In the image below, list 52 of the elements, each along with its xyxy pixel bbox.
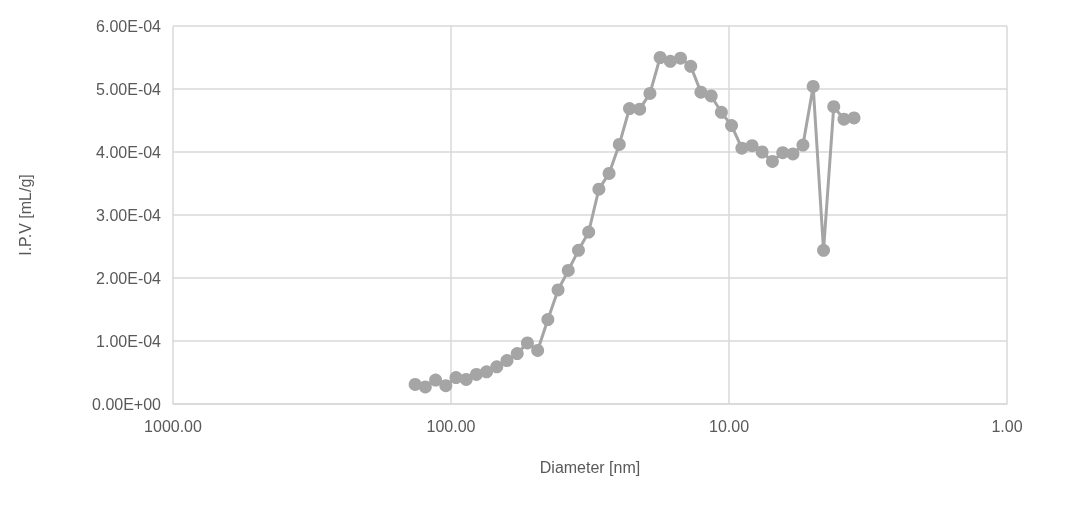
- y-tick-label: 5.00E-04: [96, 80, 162, 98]
- point: [725, 119, 739, 133]
- point: [500, 354, 514, 368]
- y-tick-label: 1.00E-04: [96, 332, 162, 350]
- x-tick-label: 10.00: [708, 417, 750, 435]
- point: [735, 141, 749, 155]
- point: [561, 263, 575, 277]
- point: [541, 313, 555, 327]
- point: [429, 373, 443, 387]
- point: [755, 145, 769, 159]
- point: [786, 147, 800, 161]
- point: [531, 343, 545, 357]
- point: [817, 243, 831, 257]
- point: [694, 85, 708, 99]
- point: [582, 225, 596, 239]
- point: [602, 166, 616, 180]
- point: [551, 283, 565, 297]
- point: [796, 138, 810, 152]
- point: [418, 380, 432, 394]
- point: [847, 111, 861, 125]
- point: [643, 86, 657, 100]
- x-tick-label: 100.00: [426, 417, 476, 435]
- point: [745, 139, 759, 153]
- y-tick-label: 2.00E-04: [96, 269, 162, 287]
- point: [490, 360, 504, 374]
- point: [653, 51, 667, 64]
- y-tick-label: 3.00E-04: [96, 206, 162, 224]
- point: [765, 154, 779, 168]
- point: [827, 100, 841, 114]
- point: [439, 379, 453, 393]
- x-tick-label: 1000.00: [144, 417, 203, 435]
- point: [674, 51, 688, 65]
- y-tick-label: 0.00E+00: [92, 395, 162, 413]
- point: [714, 105, 728, 119]
- point: [459, 372, 473, 386]
- point: [663, 54, 677, 68]
- point: [612, 137, 626, 151]
- point: [837, 112, 851, 126]
- point: [480, 365, 494, 379]
- y-axis-title: I.P.V [mL/g]: [16, 174, 34, 256]
- point: [510, 347, 524, 361]
- point: [571, 243, 585, 257]
- y-tick-label: 4.00E-04: [96, 143, 162, 161]
- point: [520, 336, 534, 350]
- point: [684, 59, 698, 73]
- x-tick-label: 1.00: [991, 417, 1023, 435]
- point: [592, 182, 606, 196]
- y-tick-label: 6.00E-04: [96, 17, 162, 35]
- point: [806, 79, 820, 93]
- point: [704, 89, 718, 103]
- point: [633, 102, 647, 116]
- x-axis-title: Diameter [nm]: [539, 458, 641, 476]
